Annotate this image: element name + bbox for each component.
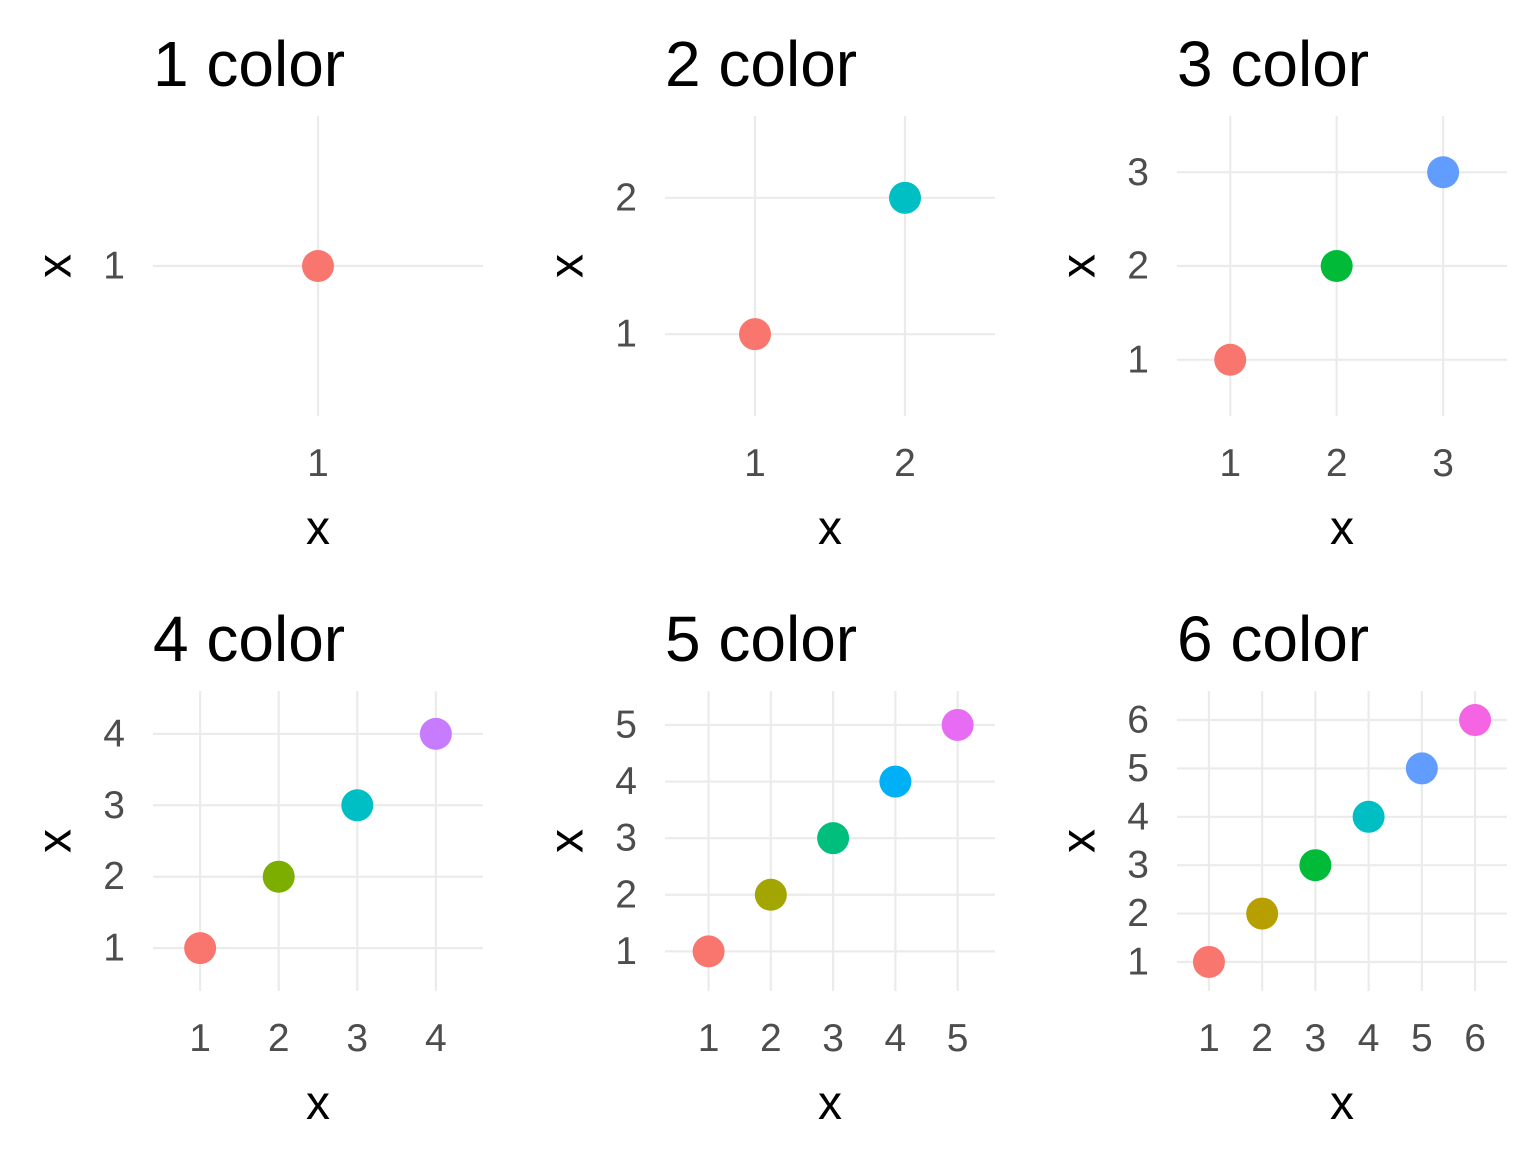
- y-tick-label: 2: [615, 176, 637, 219]
- y-tick-label: 2: [1127, 892, 1149, 935]
- y-axis-title: x: [1053, 829, 1106, 853]
- data-point: [889, 181, 921, 214]
- x-tick-label: 2: [268, 1017, 290, 1060]
- data-point: [302, 250, 334, 282]
- x-tick-label: 4: [885, 1017, 907, 1060]
- data-point: [1427, 156, 1460, 189]
- y-axis-title: x: [541, 254, 594, 278]
- y-tick-label: 4: [615, 760, 637, 803]
- x-tick-label: 2: [1326, 442, 1348, 485]
- x-tick-label: 2: [1251, 1017, 1273, 1060]
- y-axis-title: x: [541, 829, 594, 853]
- x-tick-label: 4: [1358, 1017, 1380, 1060]
- x-axis-title: x: [306, 1077, 330, 1130]
- data-point: [1405, 752, 1438, 785]
- x-tick-label: 5: [947, 1017, 969, 1060]
- y-tick-label: 2: [615, 873, 637, 916]
- y-tick-label: 3: [1127, 844, 1149, 887]
- y-tick-label: 5: [1127, 747, 1149, 790]
- y-tick-label: 3: [103, 784, 125, 827]
- data-point: [1192, 945, 1225, 978]
- y-tick-label: 1: [1127, 338, 1149, 381]
- data-point: [1246, 897, 1279, 930]
- y-tick-label: 2: [1127, 245, 1149, 288]
- x-tick-label: 5: [1411, 1017, 1433, 1060]
- x-axis-title: x: [1330, 502, 1354, 555]
- x-tick-label: 2: [760, 1017, 782, 1060]
- x-tick-label: 1: [698, 1017, 720, 1060]
- x-tick-label: 3: [346, 1017, 368, 1060]
- panel-title: 3 color: [1177, 28, 1369, 100]
- data-point: [739, 318, 771, 351]
- data-point: [817, 822, 850, 855]
- data-point: [754, 878, 787, 911]
- y-tick-label: 2: [103, 855, 125, 898]
- data-point: [692, 935, 725, 968]
- panel-title: 4 color: [153, 603, 345, 675]
- data-point: [1459, 704, 1492, 737]
- y-axis-title: x: [29, 829, 82, 853]
- x-tick-label: 4: [425, 1017, 447, 1060]
- panel-title: 2 color: [665, 28, 857, 100]
- y-tick-label: 4: [1127, 795, 1149, 838]
- data-point: [879, 765, 912, 798]
- data-point: [941, 708, 974, 741]
- data-point: [262, 860, 295, 893]
- x-axis-title: x: [1330, 1077, 1354, 1130]
- y-tick-label: 1: [615, 313, 637, 356]
- y-tick-label: 6: [1127, 699, 1149, 742]
- data-point: [184, 932, 217, 965]
- y-axis-title: x: [29, 254, 82, 278]
- x-tick-label: 1: [307, 442, 329, 485]
- y-tick-label: 1: [103, 245, 125, 288]
- panel-title: 6 color: [1177, 603, 1369, 675]
- x-tick-label: 1: [744, 442, 766, 485]
- data-point: [419, 717, 452, 750]
- x-axis-title: x: [818, 1077, 842, 1130]
- data-point: [341, 789, 374, 822]
- x-tick-label: 3: [1432, 442, 1454, 485]
- x-tick-label: 2: [894, 442, 916, 485]
- x-tick-label: 1: [1219, 442, 1241, 485]
- x-tick-label: 3: [822, 1017, 844, 1060]
- x-axis-title: x: [818, 502, 842, 555]
- panel-2: 2 color 1 2 1 2 x x: [541, 28, 995, 555]
- y-tick-label: 3: [1127, 151, 1149, 194]
- x-tick-label: 3: [1305, 1017, 1327, 1060]
- y-tick-label: 1: [103, 927, 125, 970]
- y-tick-label: 1: [1127, 940, 1149, 983]
- data-point: [1320, 250, 1353, 282]
- x-tick-label: 1: [1198, 1017, 1220, 1060]
- y-tick-label: 5: [615, 703, 637, 746]
- panel-3: 3 color 1 2 3 1 2 3 x x: [1053, 28, 1507, 555]
- y-tick-label: 3: [615, 817, 637, 860]
- x-tick-label: 1: [189, 1017, 211, 1060]
- data-point: [1214, 343, 1247, 376]
- data-point: [1299, 849, 1332, 882]
- x-tick-label: 6: [1464, 1017, 1486, 1060]
- data-point: [1352, 800, 1385, 833]
- panel-title: 1 color: [153, 28, 345, 100]
- x-axis-title: x: [306, 502, 330, 555]
- y-axis-title: x: [1053, 254, 1106, 278]
- panel-title: 5 color: [665, 603, 857, 675]
- y-tick-label: 4: [103, 712, 125, 755]
- panel-4: 4 color 1 2 3 4 1 2 3 4 x x: [29, 603, 483, 1130]
- y-tick-label: 1: [615, 930, 637, 973]
